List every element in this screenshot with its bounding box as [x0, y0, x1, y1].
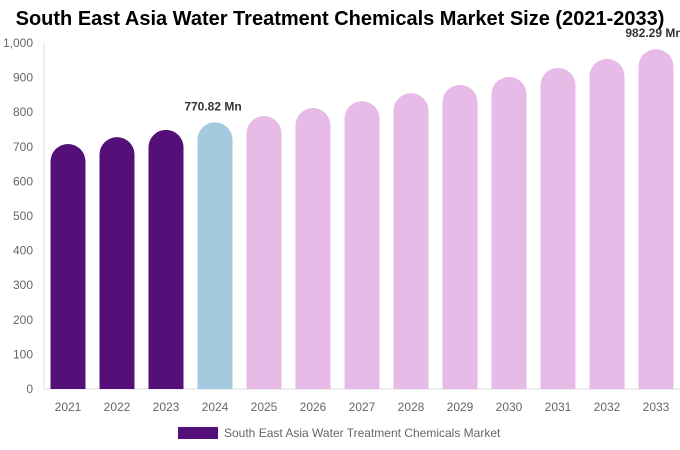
data-label: 770.82 Mn	[184, 99, 241, 113]
y-tick-label: 100	[13, 347, 33, 361]
legend: South East Asia Water Treatment Chemical…	[178, 426, 500, 440]
y-tick-label: 300	[13, 278, 33, 292]
bar-2023	[148, 129, 184, 389]
x-tick-label: 2025	[251, 400, 278, 414]
bar-2033	[638, 49, 674, 390]
bar-2031	[540, 67, 576, 390]
chart-title: South East Asia Water Treatment Chemical…	[15, 8, 665, 30]
bar-2025	[246, 116, 282, 389]
y-tick-label: 0	[26, 382, 33, 396]
x-tick-label: 2027	[349, 400, 376, 414]
x-tick-label: 2032	[594, 400, 621, 414]
x-tick-label: 2022	[104, 400, 131, 414]
bar-2032	[589, 58, 625, 389]
bar-2029	[442, 84, 478, 389]
bar-2021	[50, 144, 86, 389]
y-tick-label: 600	[13, 174, 33, 188]
y-tick-label: 400	[13, 244, 33, 258]
legend-label: South East Asia Water Treatment Chemical…	[224, 426, 501, 440]
bar-2030	[491, 76, 527, 390]
y-tick-label: 700	[13, 140, 33, 154]
x-tick-label: 2031	[545, 400, 572, 414]
y-tick-label: 1,000	[3, 36, 33, 50]
x-tick-label: 2024	[202, 400, 229, 414]
bar-2028	[393, 93, 429, 390]
bar-2027	[344, 101, 380, 390]
x-tick-label: 2023	[153, 400, 180, 414]
y-tick-label: 500	[13, 209, 33, 223]
x-tick-label: 2021	[55, 400, 82, 414]
x-tick-label: 2026	[300, 400, 327, 414]
y-tick-label: 900	[13, 71, 33, 85]
y-tick-label: 200	[13, 313, 33, 327]
x-tick-label: 2029	[447, 400, 474, 414]
x-tick-label: 2030	[496, 400, 523, 414]
bar-2024	[197, 122, 233, 390]
x-tick-label: 2028	[398, 400, 425, 414]
x-tick-label: 2033	[643, 400, 670, 414]
bar-2022	[99, 137, 135, 389]
bar-2026	[295, 108, 331, 389]
legend-swatch	[178, 427, 218, 439]
y-tick-label: 800	[13, 105, 33, 119]
data-label: 982.29 Mn	[625, 26, 680, 40]
